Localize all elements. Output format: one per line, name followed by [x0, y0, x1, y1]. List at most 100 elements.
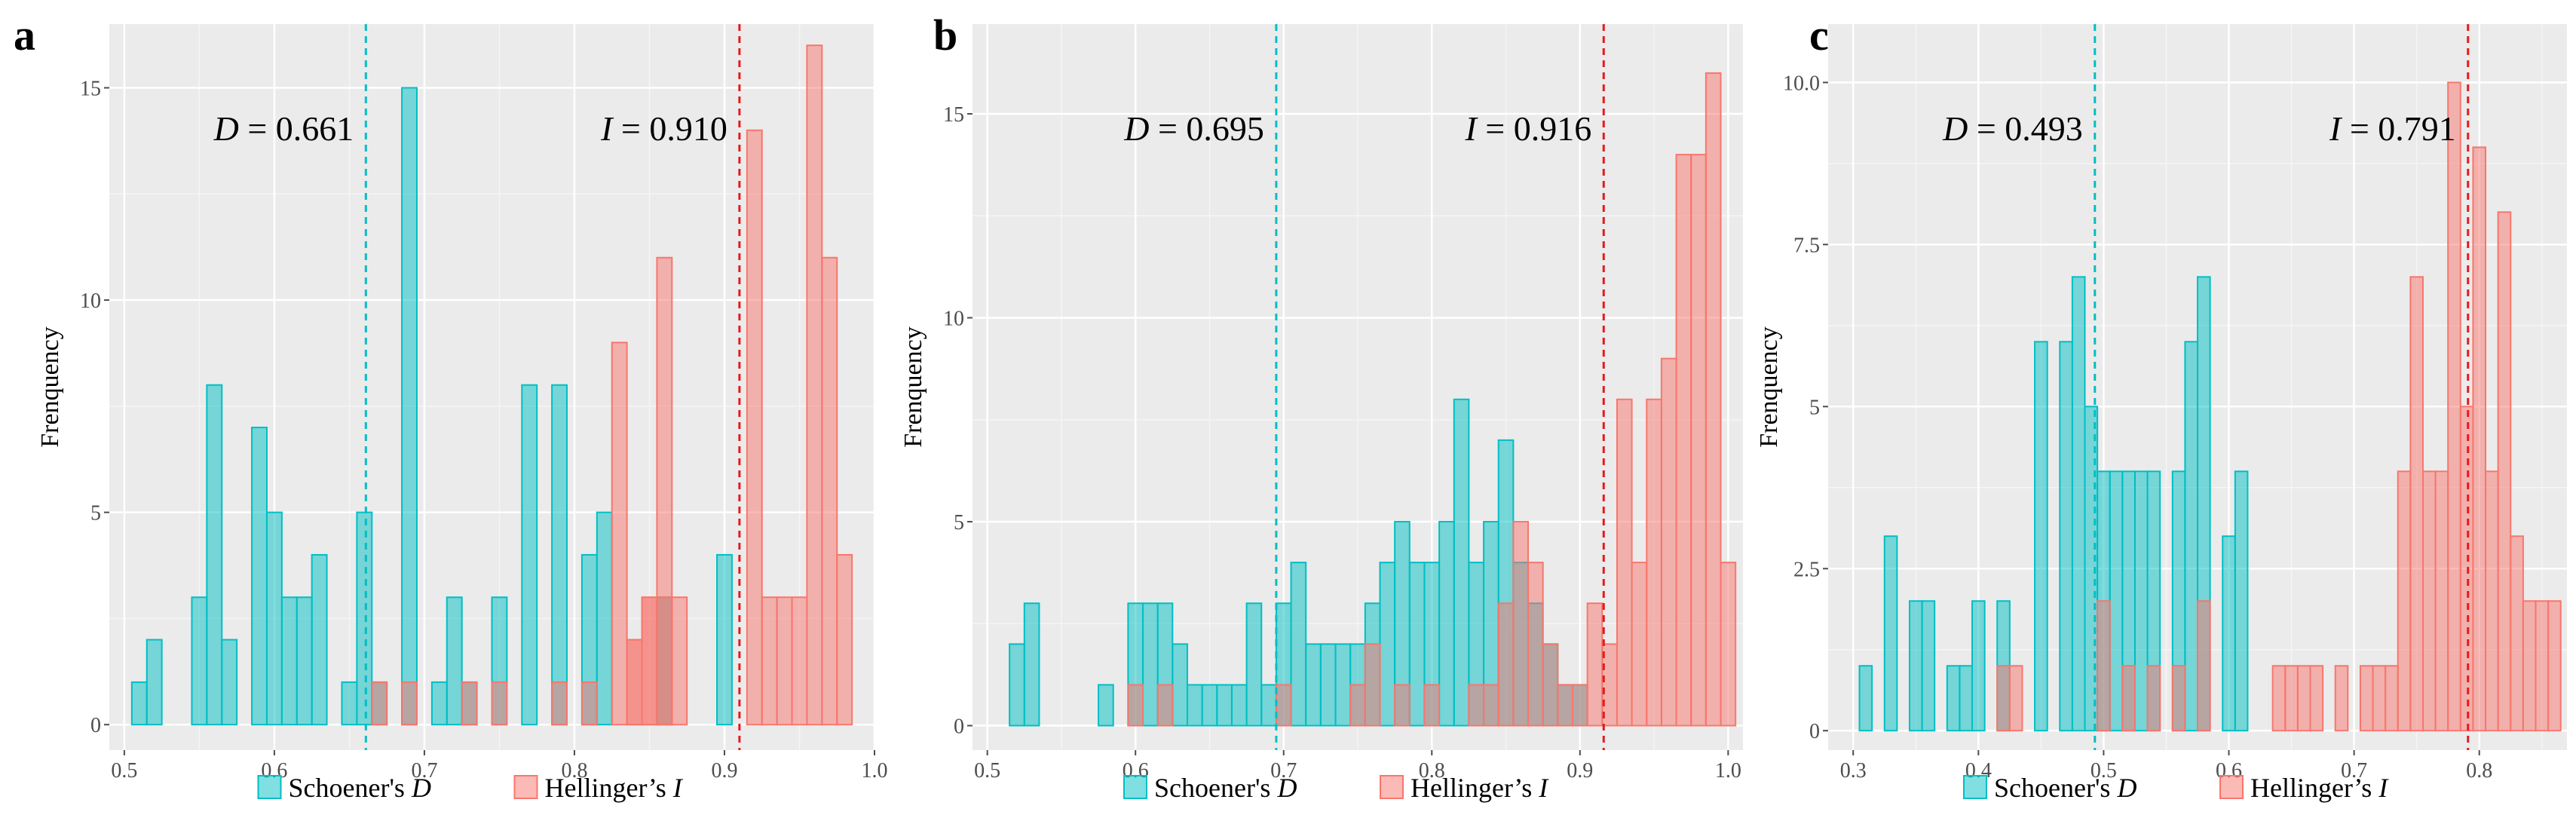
histogram-bar [746, 129, 763, 726]
histogram-bar [1245, 602, 1263, 727]
histogram-bar [2447, 81, 2461, 732]
histogram-bar [2171, 665, 2186, 732]
x-tick-label: 1.0 [1715, 759, 1741, 783]
histogram-bar [1483, 684, 1499, 727]
histogram-bar [1996, 665, 2011, 732]
annotation-D-part: D [213, 109, 239, 148]
histogram-bar [1216, 684, 1233, 727]
legend-label-D: Schoener's D [289, 773, 431, 803]
histogram-bar [596, 511, 613, 726]
legend-key-I [2219, 775, 2244, 799]
y-axis-label: Frenquency [36, 326, 64, 448]
histogram-bar [251, 427, 268, 726]
histogram-bar [2109, 470, 2124, 732]
annotation-D-part: D [1123, 109, 1149, 148]
histogram-bar [626, 639, 643, 726]
histogram-bar [1186, 684, 1203, 727]
histogram-bar [2547, 600, 2562, 732]
histogram-bar [371, 681, 388, 726]
legend-key-D [257, 775, 282, 799]
legend-label-D-part: Schoener's [289, 773, 412, 803]
legend-label-D-part: D [1276, 773, 1297, 803]
legend-key-I [1380, 775, 1404, 799]
histogram-bar [641, 596, 658, 726]
legend-label-D: Schoener's D [1154, 773, 1297, 803]
histogram-bar [2497, 211, 2512, 732]
histogram-bar [401, 87, 418, 726]
histogram-bar [296, 596, 313, 726]
y-tick-label: 5 [1809, 396, 1820, 419]
histogram-bar [1156, 684, 1174, 727]
histogram-bar [776, 596, 793, 726]
x-tick-label: 0.7 [2341, 759, 2367, 783]
histogram-bar [1660, 357, 1677, 727]
histogram-bar [2309, 665, 2324, 732]
histogram-bar [1858, 665, 1873, 732]
annotation-D: D = 0.493 [1942, 109, 2083, 148]
histogram-bar [2535, 600, 2550, 732]
x-tick-label: 0.5 [974, 759, 1000, 783]
annotation-D-part: = 0.661 [239, 109, 354, 148]
histogram-bar [221, 639, 238, 726]
histogram-bar [1260, 684, 1277, 727]
legend-label-I-part: I [672, 773, 684, 803]
histogram-bar [2372, 665, 2387, 732]
histogram-bar [145, 639, 163, 726]
histogram-bar [1408, 562, 1426, 727]
y-tick-label: 2.5 [1793, 558, 1820, 581]
histogram-bar [1468, 684, 1485, 727]
histogram-bar [1230, 684, 1248, 727]
histogram-bar [2234, 470, 2249, 732]
histogram-bar [521, 384, 538, 726]
histogram-bar [2284, 665, 2299, 732]
legend-label-I: Hellinger’s I [545, 773, 684, 803]
histogram-bar [1423, 684, 1441, 727]
annotation-I-part: = 0.910 [612, 109, 727, 148]
legend-key-I [513, 775, 538, 799]
y-tick-label: 10 [80, 289, 101, 313]
panel-c: 0.3 0.4 0.5 0.6 0.7 0.802.557.510.0Frenquency… [1755, 11, 2567, 803]
histogram-bar [1023, 602, 1040, 727]
histogram-bar [1616, 398, 1633, 727]
legend-label-I-part: Hellinger’s [545, 773, 673, 803]
panel-letter: b [933, 11, 957, 60]
histogram-bar [1571, 684, 1588, 727]
annotation-I-part: I [1464, 109, 1478, 148]
histogram-bar [206, 384, 223, 726]
histogram-bar [2359, 665, 2374, 732]
histogram-bar [671, 596, 688, 726]
y-axis-label: Frenquency [899, 326, 927, 448]
histogram-bar [2397, 470, 2412, 732]
histogram-bar [1720, 562, 1737, 727]
histogram-bar [265, 511, 283, 726]
histogram-bar [580, 681, 598, 726]
x-tick-label: 0.9 [711, 759, 737, 783]
legend-label-I-part: Hellinger’s [2250, 773, 2378, 803]
histogram-bar [1497, 602, 1515, 727]
histogram-bar [2385, 665, 2399, 732]
x-tick-label: 0.8 [1419, 759, 1445, 783]
histogram-bar [2522, 600, 2537, 732]
histogram-bar [356, 511, 373, 726]
y-tick-label: 7.5 [1793, 234, 1820, 257]
y-tick-label: 5 [90, 502, 101, 525]
histogram-bar [1453, 398, 1470, 727]
histogram-bar [1142, 602, 1159, 727]
histogram-bar [1438, 521, 1455, 727]
annotation-D: D = 0.695 [1123, 109, 1264, 148]
histogram-bar [1542, 643, 1559, 727]
annotation-D-part: = 0.493 [1968, 109, 2082, 148]
legend-label-D-part: Schoener's [1994, 773, 2117, 803]
annotation-I-part: I [600, 109, 614, 148]
annotation-D-part: D [1942, 109, 1968, 148]
histogram-bar [1512, 521, 1530, 727]
histogram-bar [551, 384, 568, 726]
histogram-bar [1921, 600, 1936, 732]
legend-label-D: Schoener's D [1994, 773, 2136, 803]
y-tick-label: 10.0 [1783, 72, 1820, 95]
y-tick-label: 0 [1809, 720, 1820, 743]
panel-letter: c [1809, 11, 1829, 60]
histogram-bar [2197, 600, 2211, 732]
x-tick-label: 0.8 [561, 759, 587, 783]
